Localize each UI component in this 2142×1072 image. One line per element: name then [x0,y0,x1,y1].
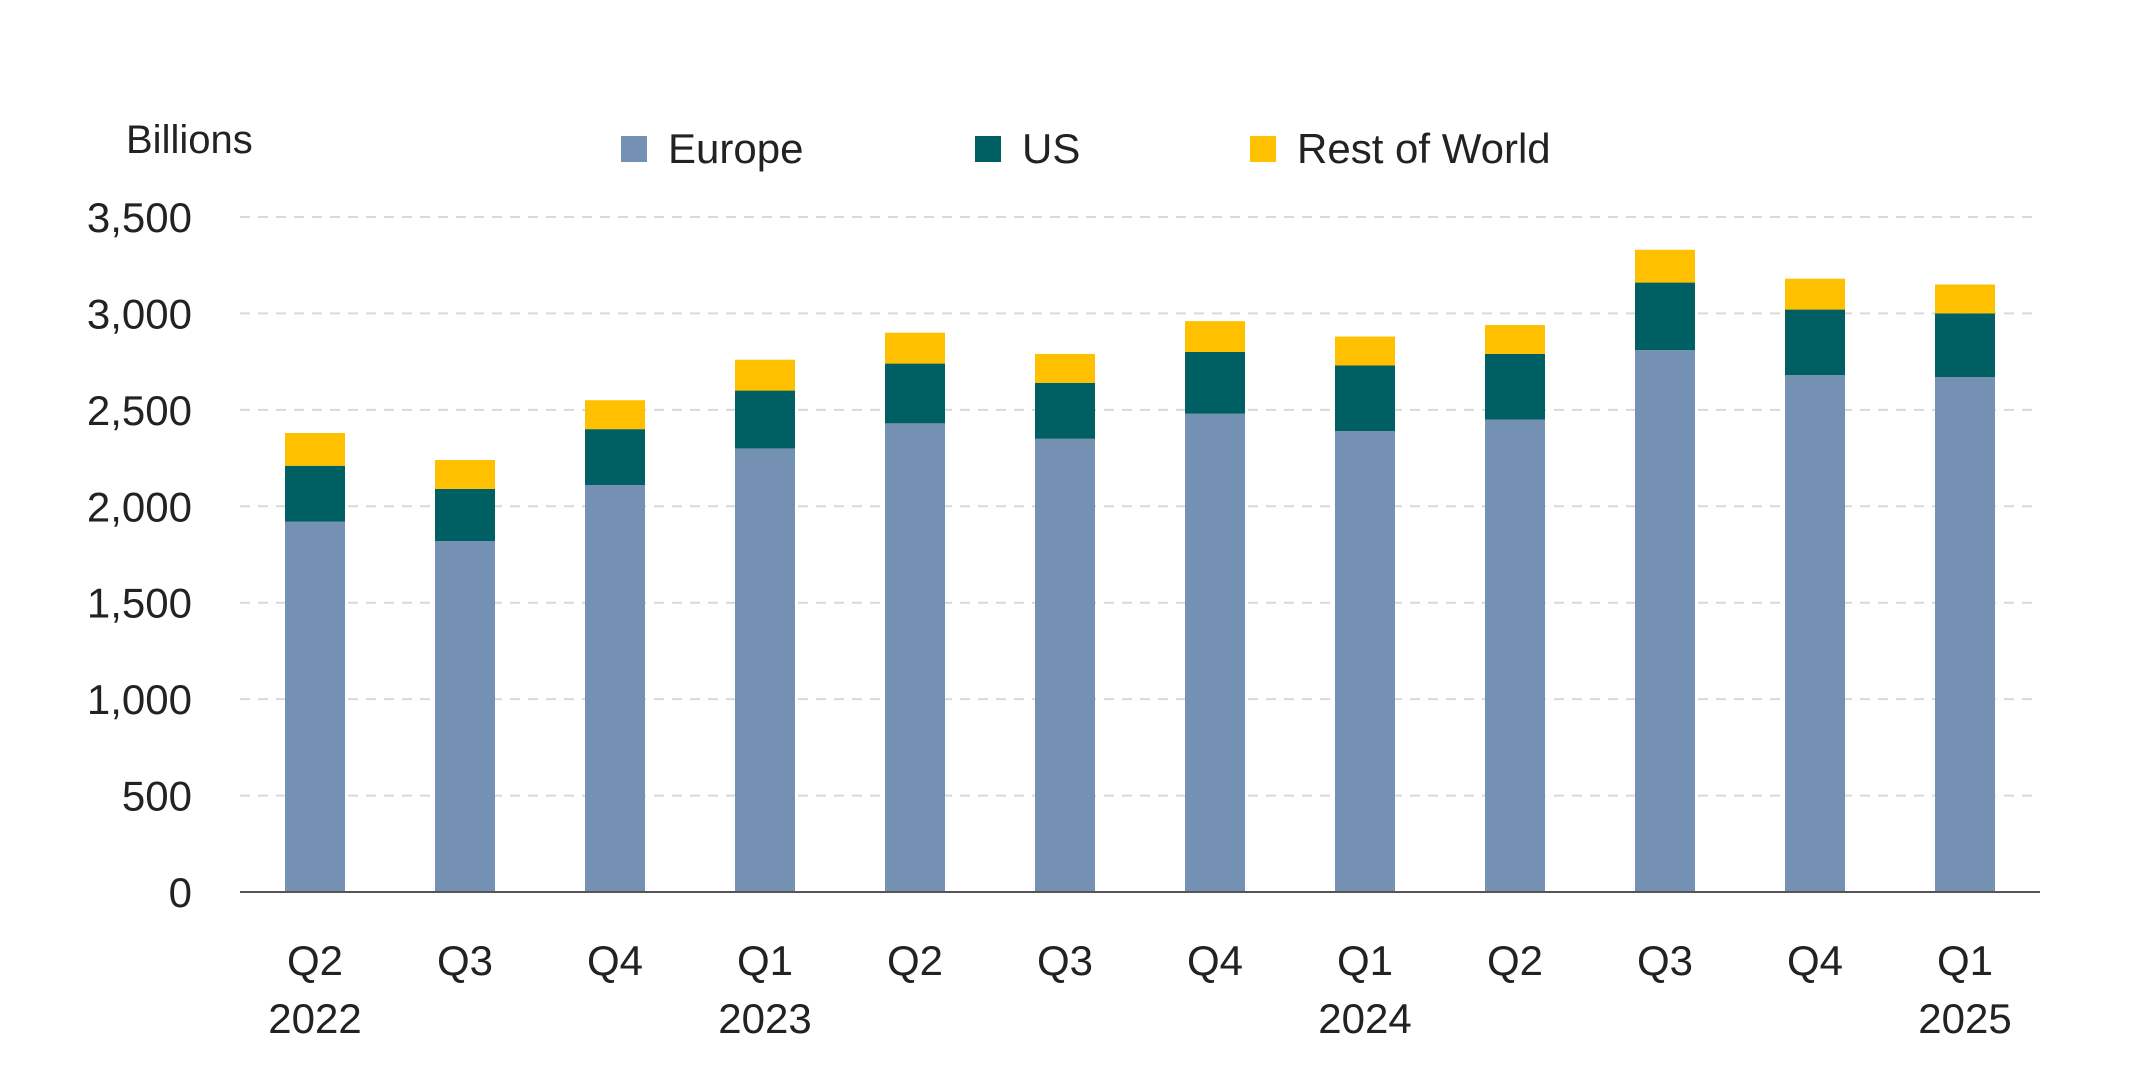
x-tick-label: Q1 [737,937,793,984]
x-tick-label: Q4 [587,937,643,984]
bar-segment-europe [1335,431,1395,892]
bar-segment-europe [1035,438,1095,892]
bar-segment-rest-of-world [585,400,645,430]
bar-segment-us [735,390,795,449]
bar-segment-us [1935,313,1995,378]
bar-segment-rest-of-world [1485,325,1545,354]
bar-segment-europe [1785,375,1845,893]
bar-segment-rest-of-world [1935,284,1995,314]
y-tick-label: 3,500 [87,194,192,241]
legend: Europe US Rest of World [621,125,1551,172]
bar-segment-rest-of-world [885,332,945,364]
bar-segment-rest-of-world [1635,249,1695,283]
x-tick-label: Q2 [287,937,343,984]
bar-segment-europe [1485,419,1545,892]
x-tick-label: Q3 [437,937,493,984]
y-tick-label: 1,500 [87,580,192,627]
y-tick-label: 2,500 [87,387,192,434]
y-tick-label: 2,000 [87,483,192,530]
bar-segment-us [1335,365,1395,432]
x-tick-label: Q4 [1787,937,1843,984]
legend-label: US [1022,125,1080,172]
bar-segment-rest-of-world [1185,321,1245,352]
x-axis-tick-labels: Q2 2022 Q3 Q4 Q1 2023 Q2 Q3 Q4 Q1 2024 Q2 Q3 Q4 Q1 2025 [268,937,2011,1042]
legend-label: Europe [668,125,803,172]
bar-segment-us [1035,382,1095,439]
x-tick-label: Q3 [1037,937,1093,984]
x-tick-label: Q1 [1937,937,1993,984]
bar-segment-us [1185,352,1245,414]
bar-segment-rest-of-world [285,433,345,466]
y-axis-label: Billions [126,118,253,162]
bar-segment-us [435,488,495,541]
x-tick-year-label: 2022 [268,995,361,1042]
bar-segment-europe [285,521,345,892]
legend-label: Rest of World [1297,125,1551,172]
bar-segment-rest-of-world [435,460,495,489]
bar-segment-europe [1185,413,1245,892]
x-tick-label: Q1 [1337,937,1393,984]
x-tick-year-label: 2025 [1918,995,2011,1042]
bar-segment-us [1485,353,1545,420]
bar-segment-us [585,429,645,486]
x-tick-year-label: 2023 [718,995,811,1042]
x-tick-label: Q4 [1187,937,1243,984]
bar-segment-europe [735,448,795,892]
x-tick-label: Q3 [1637,937,1693,984]
gridlines [240,216,2040,797]
bar-segment-us [885,363,945,424]
y-tick-label: 1,000 [87,676,192,723]
bar-segment-us [1785,309,1845,376]
bar-segment-rest-of-world [1335,336,1395,366]
y-axis-tick-labels: 0 500 1,000 1,500 2,000 2,500 3,000 3,500 [87,194,192,916]
y-tick-label: 0 [169,869,192,916]
y-tick-label: 3,000 [87,290,192,337]
x-tick-year-label: 2024 [1318,995,1411,1042]
y-tick-label: 500 [122,773,192,820]
x-tick-label: Q2 [887,937,943,984]
legend-swatch [621,136,647,162]
bar-segment-us [285,465,345,522]
bar-segment-europe [1935,377,1995,893]
bar-segment-rest-of-world [735,359,795,391]
bar-segment-europe [885,423,945,892]
bar-segment-us [1635,282,1695,351]
x-tick-label: Q2 [1487,937,1543,984]
legend-swatch [975,136,1001,162]
legend-swatch [1250,136,1276,162]
bar-segment-europe [435,541,495,892]
bar-segment-europe [585,485,645,892]
bars [285,249,1995,893]
bar-segment-rest-of-world [1035,353,1095,383]
bar-segment-europe [1635,350,1695,893]
bar-segment-rest-of-world [1785,278,1845,310]
